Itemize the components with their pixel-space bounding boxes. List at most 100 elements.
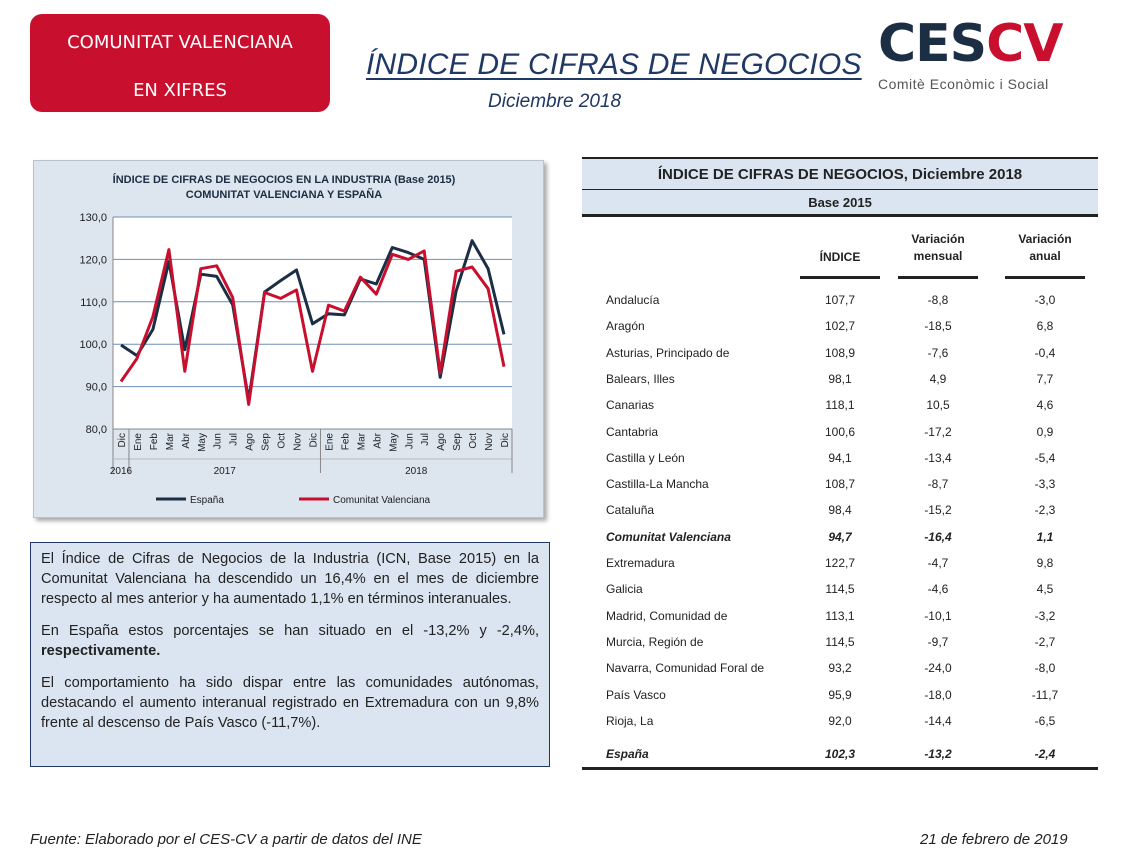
row-region: Comunitat Valenciana: [606, 529, 731, 544]
row-region: Andalucía: [606, 293, 660, 307]
col-header-mensual-line-1: Variación: [911, 232, 965, 246]
row-mensual: 10,5: [926, 398, 950, 413]
table-row: Rioja, La 92,0 -14,4 -6,5: [582, 708, 1098, 734]
logo-subtitle: Comitè Econòmic i Social: [878, 76, 1049, 92]
chart-title-line-2: COMUNITAT VALENCIANA Y ESPAÑA: [186, 188, 382, 201]
row-region: Canarias: [606, 398, 655, 413]
row-anual: -11,7: [1031, 687, 1059, 702]
summary-box: El Índice de Cifras de Negocios de la In…: [30, 542, 550, 767]
row-region: Extremadura: [606, 556, 675, 570]
row-mensual: -24,0: [924, 661, 952, 676]
row-mensual: -14,4: [924, 713, 952, 728]
row-anual: 1,1: [1036, 529, 1054, 544]
row-mensual: -13,4: [924, 450, 952, 465]
x-tick-label: Dic: [309, 433, 320, 447]
row-mensual: -18,5: [924, 319, 952, 334]
row-region: Cantabria: [606, 424, 659, 439]
badge-line-1: COMUNITAT VALENCIANA: [67, 32, 293, 53]
row-indice: 93,2: [828, 661, 852, 676]
logo-ces: CES: [878, 14, 987, 74]
x-tick-label: Mar: [165, 432, 176, 450]
col-header-anual-line-2: anual: [1029, 249, 1061, 263]
x-tick-label: Abr: [181, 432, 192, 448]
x-tick-label: Nov: [293, 433, 304, 451]
row-indice: 107,7: [824, 293, 856, 307]
row-region: Madrid, Comunidad de: [606, 608, 728, 623]
row-region: País Vasco: [606, 687, 666, 702]
row-indice: 113,1: [825, 608, 855, 623]
table-row: Galicia 114,5 -4,6 4,5: [582, 576, 1098, 602]
y-tick-label: 80,0: [86, 424, 107, 436]
table-row: Canarias 118,1 10,5 4,6: [582, 392, 1098, 418]
col-header-indice: ÍNDICE: [800, 239, 880, 279]
table-row: Extremadura 122,7 -4,7 9,8: [582, 550, 1098, 576]
x-tick-label: Jun: [213, 433, 224, 449]
row-anual: 4,5: [1036, 582, 1054, 597]
row-region: Castilla y León: [606, 450, 685, 465]
row-anual: -5,4: [1034, 450, 1056, 465]
table-bottom-rule: [582, 767, 1098, 770]
row-anual: -8,0: [1034, 661, 1056, 676]
x-tick-label: Jul: [420, 433, 431, 446]
row-region: Galicia: [606, 582, 643, 597]
data-table: ÍNDICE DE CIFRAS DE NEGOCIOS, Diciembre …: [582, 157, 1098, 761]
table-row: Murcia, Región de 114,5 -9,7 -2,7: [582, 629, 1098, 655]
summary-paragraph-2-bold: respectivamente.: [41, 643, 161, 659]
table-row: Cantabria 100,6 -17,2 0,9: [582, 419, 1098, 445]
ces-cv-logo: CESCV Comitè Econòmic i Social: [878, 14, 1104, 96]
row-anual: -2,7: [1034, 634, 1056, 649]
row-indice: 114,5: [825, 634, 855, 649]
row-anual: -3,0: [1034, 293, 1056, 307]
row-anual: -0,4: [1034, 345, 1056, 360]
table-title: ÍNDICE DE CIFRAS DE NEGOCIOS, Diciembre …: [582, 157, 1098, 190]
x-tick-label: Feb: [340, 433, 351, 451]
legend-label: España: [190, 495, 224, 506]
x-tick-label: Ago: [245, 433, 256, 451]
footer-date: 21 de febrero de 2019: [920, 831, 1068, 848]
row-mensual: -17,2: [924, 424, 952, 439]
table-row: Madrid, Comunidad de 113,1 -10,1 -3,2: [582, 603, 1098, 629]
row-region: Balears, Illes: [606, 371, 675, 386]
row-anual: 9,8: [1036, 556, 1054, 570]
y-tick-label: 110,0: [80, 297, 107, 309]
series-line-espana: [120, 239, 506, 402]
row-anual: 7,7: [1036, 371, 1054, 386]
x-tick-label: Dic: [117, 433, 128, 447]
year-label: 2017: [214, 466, 237, 477]
row-indice: 100,6: [824, 424, 856, 439]
row-mensual: -16,4: [924, 529, 952, 544]
table-row: País Vasco 95,9 -18,0 -11,7: [582, 682, 1098, 708]
row-region: Rioja, La: [606, 713, 654, 728]
row-indice: 114,5: [825, 582, 855, 597]
row-mensual: -9,7: [927, 634, 949, 649]
table-row: Comunitat Valenciana 94,7 -16,4 1,1: [582, 524, 1098, 550]
line-chart-panel: ÍNDICE DE CIFRAS DE NEGOCIOS EN LA INDUS…: [33, 160, 544, 518]
row-region: Asturias, Principado de: [606, 345, 730, 360]
y-tick-label: 100,0: [79, 339, 107, 351]
table-row: Castilla y León 94,1 -13,4 -5,4: [582, 445, 1098, 471]
x-tick-label: Ago: [436, 433, 447, 451]
legend-label: Comunitat Valenciana: [333, 495, 431, 506]
row-region: Murcia, Región de: [606, 634, 704, 649]
row-anual: -6,5: [1034, 713, 1056, 728]
summary-paragraph-2-text: En España estos porcentajes se han situa…: [41, 623, 539, 639]
row-anual: -2,3: [1034, 503, 1056, 518]
y-tick-label: 90,0: [86, 382, 107, 394]
table-row: Asturias, Principado de 108,9 -7,6 -0,4: [582, 340, 1098, 366]
row-indice: 108,9: [824, 345, 856, 360]
summary-paragraph-3: El comportamiento ha sido dispar entre l…: [41, 675, 539, 731]
table-row: Aragón 102,7 -18,5 6,8: [582, 313, 1098, 339]
page-subtitle: Diciembre 2018: [488, 91, 622, 112]
x-tick-label: Oct: [468, 433, 479, 449]
x-tick-label: Abr: [372, 432, 383, 448]
chart-title-line-1: ÍNDICE DE CIFRAS DE NEGOCIOS EN LA INDUS…: [113, 173, 456, 186]
page-title: ÍNDICE DE CIFRAS DE NEGOCIOS: [366, 48, 862, 81]
row-indice: 122,7: [824, 556, 856, 570]
col-header-anual-line-1: Variación: [1018, 232, 1072, 246]
x-tick-label: May: [197, 433, 208, 452]
x-tick-label: Sep: [261, 433, 272, 451]
row-indice: 98,1: [828, 371, 852, 386]
row-mensual: -8,7: [927, 477, 949, 492]
x-tick-label: Mar: [356, 432, 367, 450]
x-tick-label: Nov: [484, 433, 495, 451]
